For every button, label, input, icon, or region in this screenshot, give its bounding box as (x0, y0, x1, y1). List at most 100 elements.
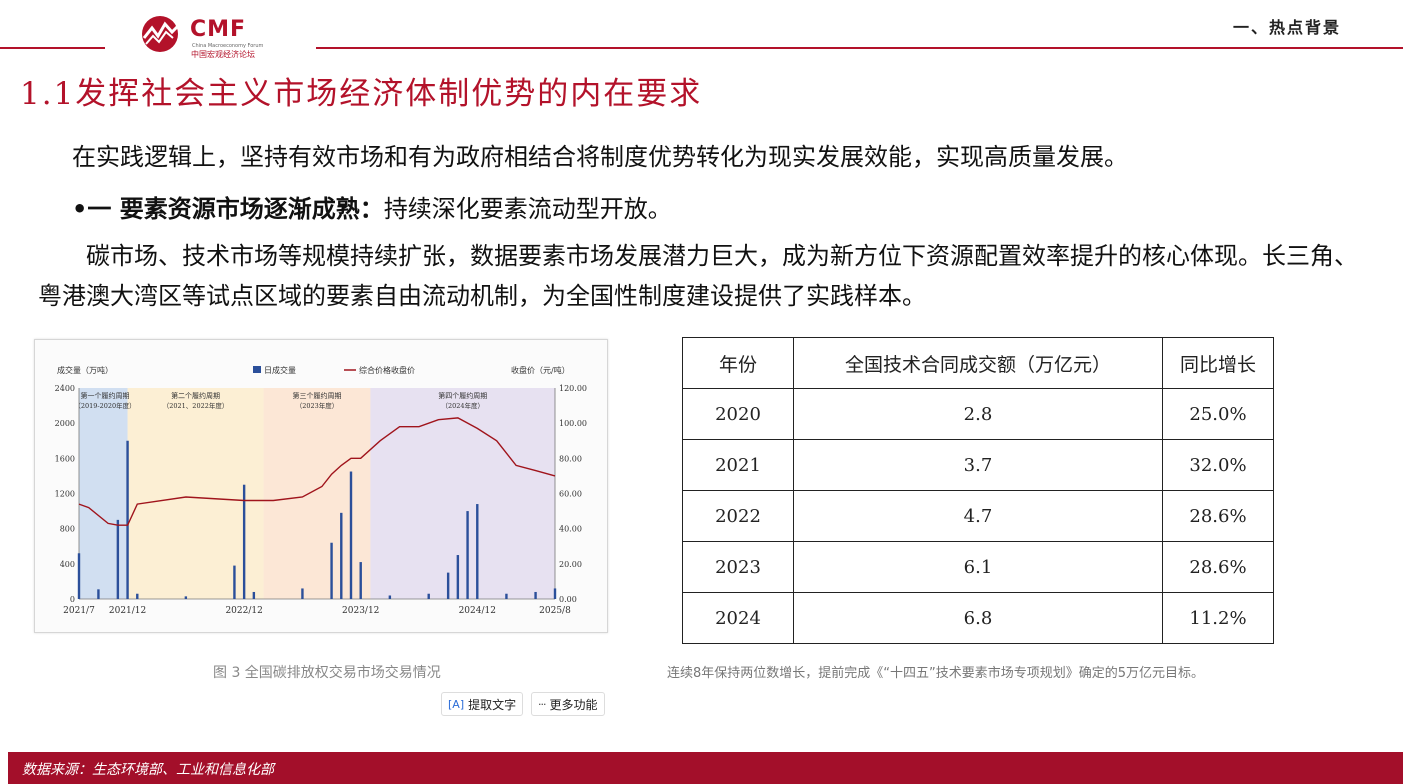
volume-bar (126, 440, 129, 599)
chart-svg: 第一个履约周期（2019-2020年度） 第二个履约周期（2021、2022年度）… (55, 365, 587, 616)
period-band (263, 388, 371, 599)
table-caption: 连续8年保持两位数增长，提前完成《“十四五”技术要素市场专项规划》确定的5万亿元… (667, 666, 1205, 681)
volume-bar (456, 555, 460, 599)
logo-text: CMF (190, 17, 247, 42)
period-sub: （2024年度） (441, 401, 484, 410)
table-cell-year: 2022 (682, 490, 794, 542)
y-right-axis-title: 收盘价（元/吨） (511, 365, 570, 375)
y-right-tick-label: 60.00 (559, 490, 582, 499)
more-functions-button[interactable]: ··· 更多功能 (531, 692, 605, 716)
table-cell-amount: 6.8 (793, 592, 1163, 644)
logo-english-name: China Macroeconomy Forum (192, 43, 264, 49)
bullet-text: 持续深化要素流动型开放。 (383, 195, 672, 223)
volume-bar (427, 593, 430, 599)
footer-bar: 数据来源：生态环境部、工业和信息化部 (8, 752, 1403, 784)
volume-bar (301, 588, 304, 599)
extract-text-label: 提取文字 (468, 697, 517, 712)
table-cell-year: 2021 (682, 439, 794, 491)
logo-chinese-name: 中国宏观经济论坛 (191, 50, 255, 59)
table-header-growth: 同比增长 (1162, 337, 1274, 389)
y-left-tick-label: 1600 (55, 454, 75, 463)
period-title: 第四个履约周期 (438, 391, 487, 400)
table-row: 2023 6.1 28.6% (682, 541, 1274, 593)
x-tick-label: 2025/8 (539, 606, 571, 616)
table-header-amount: 全国技术合同成交额（万亿元） (793, 337, 1163, 389)
table-cell-growth: 11.2% (1162, 592, 1274, 644)
legend-line-label: 综合价格收盘价 (359, 365, 415, 375)
volume-bar (534, 591, 537, 599)
x-tick-label: 2021/7 (63, 606, 95, 616)
period-title: 第三个履约周期 (293, 391, 342, 400)
cmf-logo-icon (142, 16, 180, 52)
volume-bar (446, 572, 450, 599)
header-rule-left (0, 47, 105, 49)
y-right-tick-label: 40.00 (559, 525, 582, 534)
period-band (127, 388, 264, 599)
extract-text-button[interactable]: [A] 提取文字 (441, 692, 524, 716)
intro-paragraph: 在实践逻辑上，坚持有效市场和有为政府相结合将制度优势转化为现实发展效能，实现高质… (72, 143, 1128, 171)
volume-bar (340, 512, 343, 599)
page-title: 1.1发挥社会主义市场经济体制优势的内在要求 (20, 76, 703, 112)
bullet-marker: •一 (72, 195, 120, 223)
tech-contract-table: 年份 全国技术合同成交额（万亿元） 同比增长 2020 2.8 25.0% 20… (682, 337, 1274, 644)
x-tick-label: 2022/12 (225, 606, 262, 616)
volume-bar (242, 484, 246, 599)
table-row: 2020 2.8 25.0% (682, 388, 1274, 440)
period-title: 第二个履约周期 (171, 391, 220, 400)
table-cell-year: 2023 (682, 541, 794, 593)
section-tag: 一、热点背景 (1232, 18, 1341, 37)
text-scan-icon: [A] (448, 697, 465, 711)
y-left-axis-title: 成交量（万吨） (57, 365, 113, 375)
period-sub: （2023年度） (296, 401, 339, 410)
y-right-tick-label: 120.00 (559, 384, 587, 393)
table-row: 2021 3.7 32.0% (682, 439, 1274, 491)
y-left-tick-label: 0 (70, 595, 75, 604)
price-line (78, 417, 556, 526)
legend-bar-label: 日成交量 (264, 365, 296, 375)
y-right-tick-label: 20.00 (559, 560, 582, 569)
volume-bar (77, 553, 81, 599)
volume-bar (349, 471, 353, 599)
volume-bar (97, 589, 100, 599)
y-left-tick-label: 2000 (55, 419, 75, 428)
volume-bar (184, 596, 188, 599)
volume-bar (233, 565, 236, 599)
table-cell-year: 2024 (682, 592, 794, 644)
x-tick-label: 2024/12 (459, 606, 496, 616)
table-row: 2024 6.8 11.2% (682, 592, 1274, 644)
volume-bar (553, 588, 557, 599)
table-cell-year: 2020 (682, 388, 794, 440)
data-source: 数据来源：生态环境部、工业和信息化部 (22, 762, 274, 778)
body-paragraph: 碳市场、技术市场等规模持续扩张，数据要素市场发展潜力巨大，成为新方位下资源配置效… (38, 242, 1358, 310)
volume-bar (252, 591, 256, 599)
bullet-heading: 要素资源市场逐渐成熟： (119, 195, 384, 223)
y-left-tick-label: 1200 (55, 490, 75, 499)
volume-bar (330, 542, 333, 599)
chart-caption: 图 3 全国碳排放权交易市场交易情况 (213, 665, 441, 681)
period-sub: （2021、2022年度） (163, 401, 229, 410)
volume-bar (136, 593, 139, 599)
period-band (370, 388, 555, 599)
period-sub: （2019-2020年度） (74, 401, 135, 410)
y-left-tick-label: 400 (60, 560, 75, 569)
y-right-tick-label: 0.00 (559, 595, 577, 604)
volume-bar (505, 593, 508, 599)
bullet-point: •一 要素资源市场逐渐成熟：持续深化要素流动型开放。 (72, 189, 672, 224)
volume-bar (116, 519, 120, 599)
cmf-logo: CMF China Macroeconomy Forum 中国宏观经济论坛 (138, 10, 308, 59)
table-row: 2022 4.7 28.6% (682, 490, 1274, 542)
x-tick-label: 2023/12 (342, 606, 379, 616)
legend-bar-swatch (253, 366, 261, 373)
more-functions-label: 更多功能 (549, 697, 598, 712)
table-header-row: 年份 全国技术合同成交额（万亿元） 同比增长 (682, 337, 1274, 389)
y-left-tick-label: 800 (60, 525, 75, 534)
more-dots-icon: ··· (538, 697, 546, 711)
header-rule-right (316, 47, 1403, 49)
table-header-year: 年份 (682, 337, 794, 389)
table-cell-amount: 3.7 (793, 439, 1163, 491)
table-cell-amount: 6.1 (793, 541, 1163, 593)
volume-bar (388, 595, 392, 599)
table-cell-growth: 28.6% (1162, 490, 1274, 542)
table-cell-amount: 4.7 (793, 490, 1163, 542)
period-title: 第一个履约周期 (81, 391, 130, 400)
